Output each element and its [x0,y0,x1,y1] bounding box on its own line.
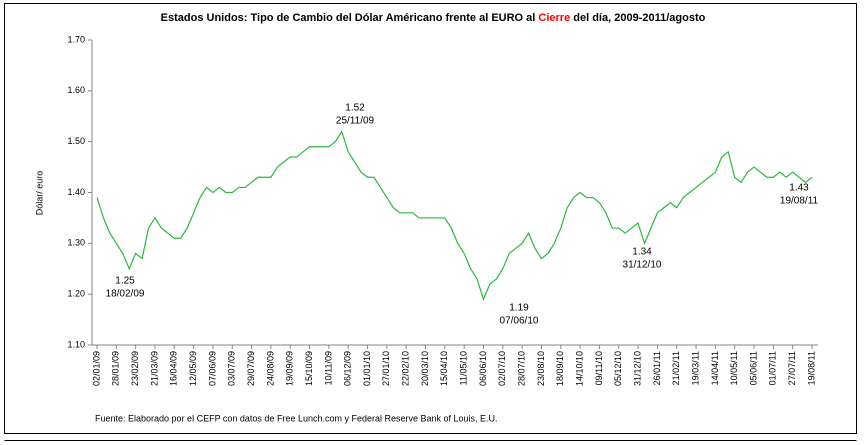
x-tick-label: 21/02/11 [671,351,681,385]
y-tick-label: 1.50 [67,136,85,146]
title-part: del día, 2009-2011/agosto [570,12,705,24]
x-tick-label: 27/07/11 [787,351,797,385]
x-tick-label: 23/08/10 [536,351,546,386]
annotation-date: 18/02/09 [106,289,145,300]
annotation-value: 1.34 [632,247,652,258]
title-part: Estados Unidos: Tipo de Cambio del Dólar… [161,12,539,24]
x-tick-label: 02/07/10 [497,351,507,386]
x-tick-label: 09/11/10 [594,351,604,385]
x-tick-label: 19/09/09 [285,351,295,386]
annotation-date: 31/12/10 [623,260,662,271]
annotation-value: 1.52 [345,103,365,114]
x-tick-label: 10/05/11 [729,351,739,385]
x-tick-label: 14/04/11 [710,351,720,385]
annotation-value: 1.25 [115,276,135,287]
x-tick-label: 26/01/11 [652,351,662,385]
x-tick-label: 28/01/09 [111,351,121,386]
x-tick-label: 02/01/09 [91,351,101,386]
chart-title: Estados Unidos: Tipo de Cambio del Dólar… [161,12,706,24]
x-tick-label: 05/12/10 [613,351,623,386]
annotation-date: 07/06/10 [500,316,539,327]
y-tick-label: 1.70 [67,34,85,44]
x-tick-label: 14/10/10 [574,351,584,386]
x-tick-label: 28/07/10 [517,351,527,386]
x-tick-label: 24/08/09 [265,351,275,386]
x-tick-label: 21/03/09 [149,351,159,386]
source-note: Fuente: Elaborado por el CEFP con datos … [95,413,498,423]
annotation-value: 1.19 [509,303,529,314]
x-tick-label: 19/03/11 [690,351,700,385]
x-tick-label: 05/06/11 [748,351,758,385]
x-tick-label: 16/04/09 [169,351,179,386]
x-tick-label: 01/07/11 [768,351,778,385]
x-tick-label: 01/01/10 [362,351,372,386]
annotation-value: 1.43 [789,183,809,194]
x-tick-label: 07/06/09 [207,351,217,386]
annotation-date: 25/11/09 [336,116,375,127]
y-axis-label: Dólar/ euro [34,171,44,216]
series-line [96,130,813,301]
y-tick-label: 1.20 [67,289,85,299]
x-tick-label: 29/07/09 [246,351,256,386]
x-tick-label: 06/06/10 [478,351,488,386]
y-tick-label: 1.30 [67,238,85,248]
x-tick-label: 23/02/09 [130,351,140,386]
x-tick-label: 03/07/09 [227,351,237,386]
x-tick-label: 27/01/10 [381,351,391,386]
x-tick-label: 22/02/10 [401,351,411,386]
x-tick-label: 31/12/10 [632,351,642,386]
annotation-date: 19/08/11 [780,196,819,207]
x-tick-label: 18/09/10 [555,351,565,386]
x-tick-label: 12/05/09 [188,351,198,386]
y-tick-label: 1.60 [67,85,85,95]
x-tick-label: 15/10/09 [304,351,314,386]
x-tick-label: 19/08/11 [806,351,816,385]
y-tick-label: 1.10 [67,339,85,349]
chart-border [4,3,857,434]
y-tick-label: 1.40 [67,187,85,197]
x-tick-label: 06/12/09 [343,351,353,386]
x-tick-label: 11/05/10 [459,351,469,385]
x-tick-label: 10/11/09 [323,351,333,385]
x-tick-label: 15/04/10 [439,351,449,386]
x-tick-label: 20/03/10 [420,351,430,386]
title-highlight: Cierre [538,12,570,24]
